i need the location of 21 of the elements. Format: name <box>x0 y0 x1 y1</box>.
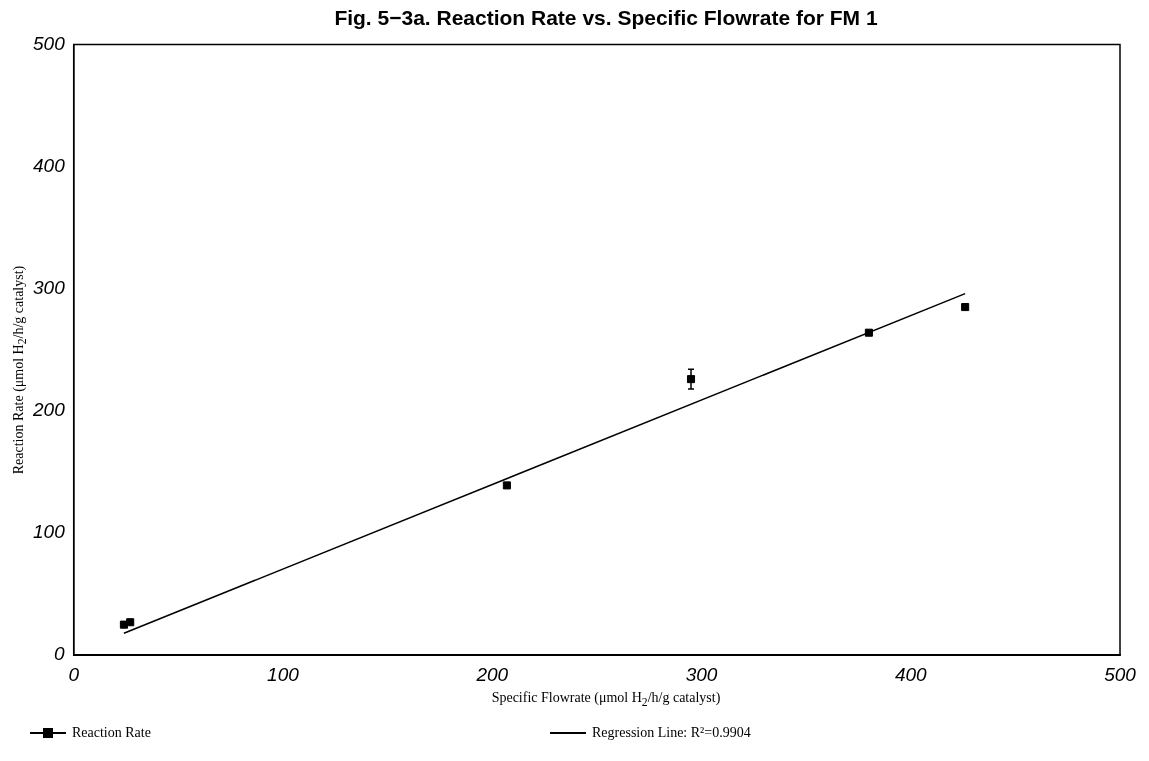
point <box>126 618 135 627</box>
x-tick-label: 500 <box>1104 663 1137 685</box>
point <box>119 620 128 629</box>
point <box>502 481 511 490</box>
point <box>864 328 873 337</box>
y-tick-label: 500 <box>33 32 66 54</box>
y-tick-label: 300 <box>33 277 66 298</box>
y-tick-label: 400 <box>33 154 66 176</box>
x-tick-label: 300 <box>685 663 718 685</box>
legend-label: Regression Line: R²=0.9904 <box>592 725 751 741</box>
legend-label: Reaction Rate <box>72 725 151 741</box>
x-axis-title: Specific Flowrate (μmol H$_{2}$/h/g catalyst) <box>490 690 722 709</box>
y-tick-label: 0 <box>54 643 66 665</box>
point <box>961 303 970 312</box>
x-tick-label: 100 <box>267 663 300 685</box>
x-tick-label: 0 <box>68 663 80 685</box>
x-tick-label: 400 <box>894 663 928 685</box>
y-tick-label: 100 <box>33 521 66 543</box>
chart-title: Fig. 5−3a. Reaction Rate vs. Specific Flowrate for FM 1 <box>333 6 879 30</box>
y-tick-label: 200 <box>32 399 66 421</box>
x-tick-label: 200 <box>475 663 509 685</box>
